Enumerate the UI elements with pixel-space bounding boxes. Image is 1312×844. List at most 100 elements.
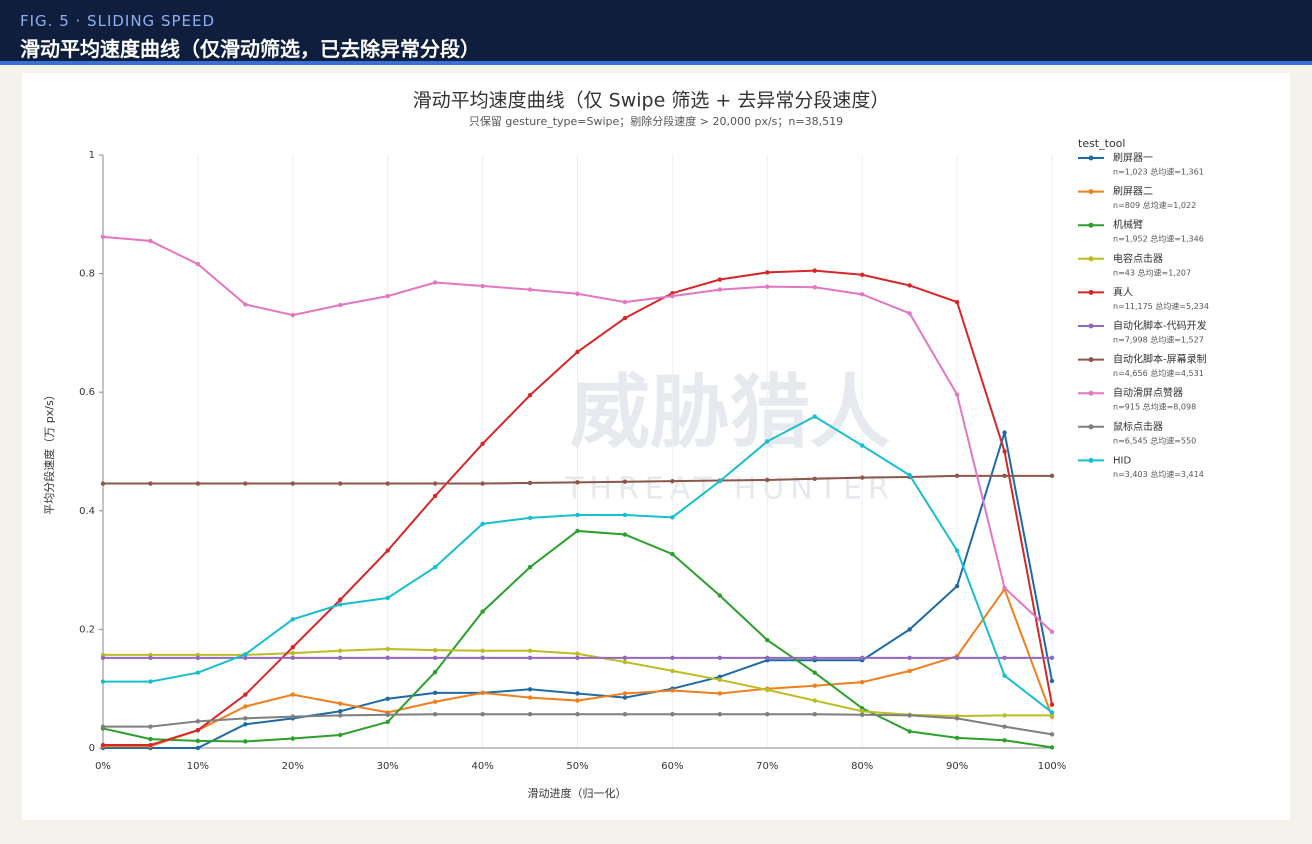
legend-marker: [1088, 357, 1094, 363]
legend-detail: n=7,998 总均速=1,527: [1113, 335, 1204, 345]
series-point: [670, 293, 675, 299]
series-point: [527, 515, 533, 521]
header-kicker: FIG. 5 · SLIDING SPEED: [20, 12, 216, 30]
series-point: [148, 481, 153, 486]
legend-label: 自动化脚本-代码开发: [1113, 319, 1207, 332]
series-point: [907, 713, 912, 718]
legend-label: HID: [1113, 455, 1131, 466]
series-point: [670, 551, 675, 557]
series-point: [907, 473, 912, 478]
watermark: 威胁猎人: [570, 366, 890, 459]
legend-marker: [1088, 189, 1094, 195]
y-tick-label: 0.8: [79, 269, 95, 280]
series-point: [432, 493, 438, 499]
series-point: [954, 473, 960, 479]
series-point: [432, 280, 438, 285]
series-point: [1049, 678, 1055, 684]
legend-label: 鼠标点击器: [1113, 420, 1163, 433]
series-point: [670, 688, 675, 693]
series-point: [717, 478, 723, 484]
series-point: [907, 283, 912, 288]
series-point: [527, 392, 533, 398]
series-point: [290, 644, 295, 650]
series-point: [954, 655, 960, 661]
y-tick-label: 0.2: [79, 624, 95, 635]
legend-label: 自动滑屏点赞器: [1113, 386, 1183, 399]
series-point: [717, 655, 723, 661]
series-point: [907, 668, 912, 674]
series-point: [1002, 585, 1007, 591]
series-point: [243, 692, 248, 697]
series-point: [812, 711, 817, 717]
series-point: [385, 293, 390, 299]
series-point: [243, 655, 248, 661]
series-point: [432, 564, 438, 570]
series-point: [385, 712, 390, 717]
x-axis-label: 滑动进度（归一化）: [528, 786, 627, 800]
series-point: [575, 528, 580, 534]
x-tick-label: 60%: [661, 761, 683, 772]
series-point: [717, 677, 723, 683]
legend-title: test_tool: [1078, 137, 1125, 150]
x-tick-label: 40%: [471, 761, 493, 772]
series-point: [860, 443, 865, 448]
series-point: [385, 696, 390, 701]
series-point: [1049, 745, 1055, 750]
series-point: [765, 284, 770, 289]
series-point: [622, 691, 628, 696]
y-tick-label: 0: [89, 743, 95, 754]
legend-detail: n=915 总均速=8,098: [1113, 402, 1196, 412]
series-point: [907, 655, 912, 661]
series-point: [622, 512, 628, 518]
series-point: [243, 704, 248, 709]
series-point: [717, 593, 723, 598]
series-point: [100, 481, 106, 486]
series-point: [907, 627, 912, 632]
series-point: [765, 711, 770, 717]
series-point: [385, 719, 390, 725]
series-point: [954, 548, 960, 553]
chart-subtitle: 只保留 gesture_type=Swipe；剔除分段速度 > 20,000 p…: [469, 114, 843, 128]
series-point: [812, 285, 817, 290]
y-tick-label: 0.6: [79, 387, 95, 398]
series-point: [432, 711, 438, 717]
legend-label: 刷屏器二: [1113, 186, 1153, 198]
series-point: [717, 711, 723, 717]
series-point: [527, 287, 533, 292]
series-point: [148, 655, 153, 661]
series-point: [385, 548, 390, 553]
series-point: [527, 711, 533, 717]
series-point: [765, 687, 770, 693]
legend-detail: n=809 总均速=1,022: [1113, 200, 1196, 210]
y-axis-label: 平均分段速度（万 px/s）: [42, 389, 56, 514]
series-point: [907, 729, 912, 734]
series-point: [338, 709, 343, 714]
series-point: [195, 481, 201, 486]
series-point: [432, 655, 438, 661]
series-point: [1049, 629, 1055, 634]
series-point: [100, 724, 106, 729]
series-point: [717, 287, 723, 292]
series-point: [527, 480, 533, 486]
x-tick-label: 30%: [377, 761, 399, 772]
legend-marker: [1088, 323, 1094, 329]
series-point: [480, 711, 485, 717]
series-point: [432, 690, 438, 696]
series-point: [1002, 738, 1007, 743]
series-point: [385, 655, 390, 661]
series-point: [622, 659, 628, 665]
series-point: [765, 477, 770, 483]
series-point: [338, 655, 343, 661]
series-point: [290, 714, 295, 719]
series-point: [290, 312, 295, 318]
series-point: [432, 481, 438, 486]
series-point: [812, 655, 817, 661]
series-point: [622, 532, 628, 537]
series-point: [812, 698, 817, 703]
series-point: [575, 512, 580, 518]
series-point: [1002, 724, 1007, 729]
series-point: [670, 655, 675, 661]
series-point: [385, 646, 390, 652]
series-point: [432, 669, 438, 675]
